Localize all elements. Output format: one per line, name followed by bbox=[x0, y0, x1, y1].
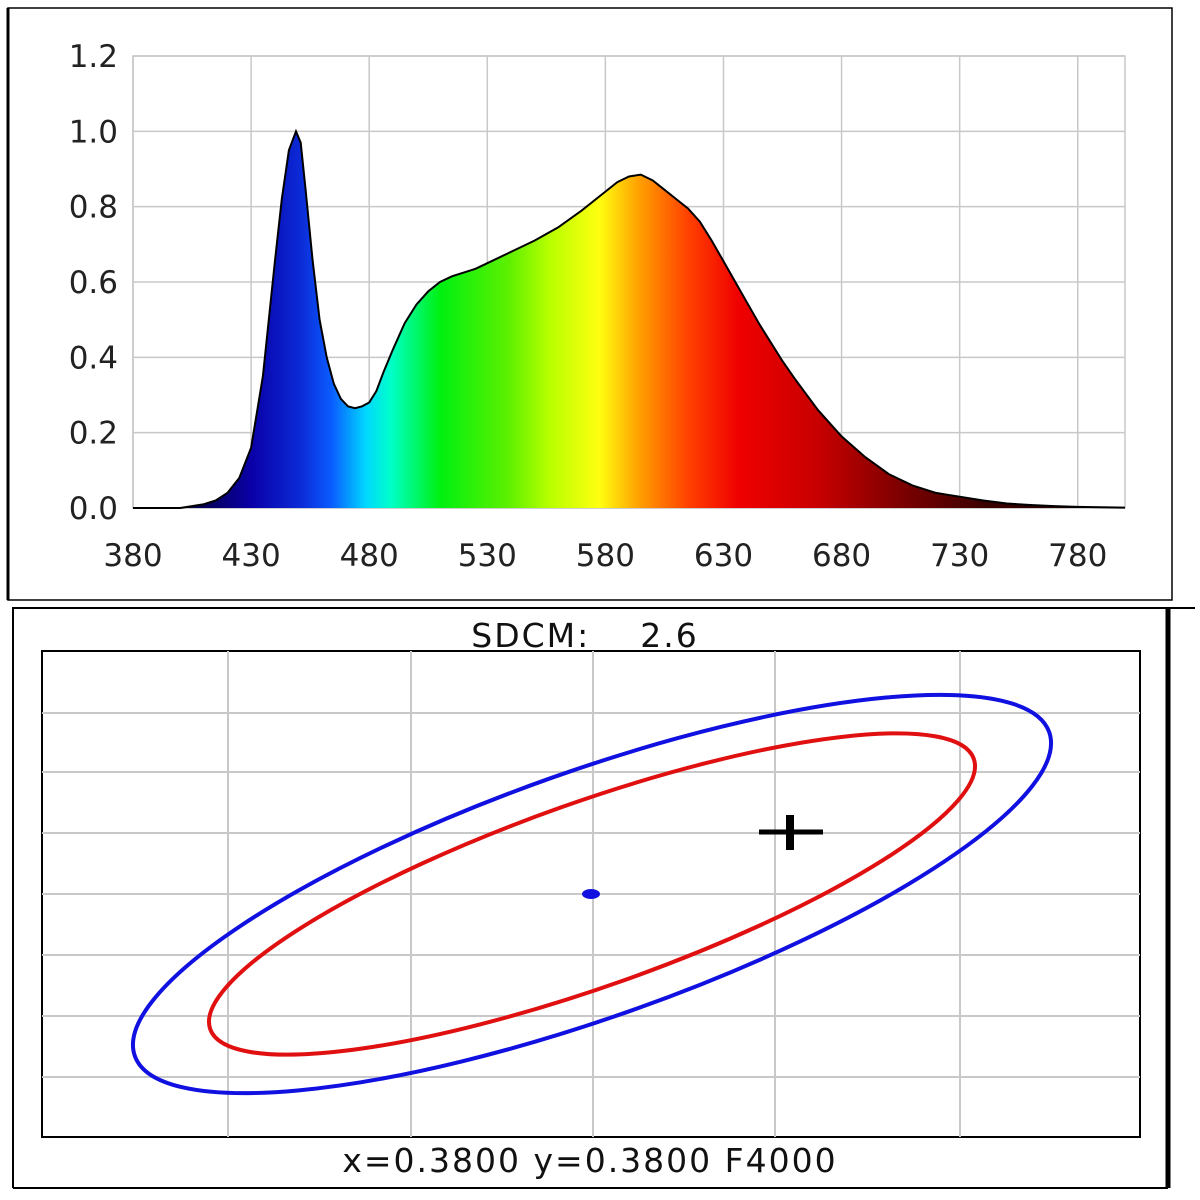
sdcm-title: SDCM: 2.6 bbox=[471, 616, 698, 655]
x-tick-label: 780 bbox=[1048, 538, 1107, 574]
x-tick-label: 480 bbox=[340, 538, 399, 574]
y-tick-label: 0.8 bbox=[69, 190, 118, 226]
sdcm-coordinates-label: x=0.3800 y=0.3800 F4000 bbox=[342, 1141, 837, 1180]
y-tick-label: 1.2 bbox=[69, 39, 118, 75]
x-tick-label: 580 bbox=[576, 538, 635, 574]
inner-ellipse bbox=[206, 731, 978, 1057]
y-axis-ticks: 0.0 0.2 0.4 0.6 0.8 1.0 1.2 bbox=[69, 39, 118, 527]
x-tick-label: 680 bbox=[812, 538, 871, 574]
spectrum-chart: 0.0 0.2 0.4 0.6 0.8 1.0 1.2 380 430 480 530 580 630… bbox=[6, 7, 1173, 601]
y-tick-label: 0.0 bbox=[69, 491, 118, 527]
spectrum-area bbox=[133, 131, 1125, 509]
spectrum-panel: 0.0 0.2 0.4 0.6 0.8 1.0 1.2 380 430 480 530 580 630… bbox=[6, 7, 1173, 601]
sdcm-chart: SDCM: 2.6 x=0.3800 y=0.3800 F4000 bbox=[12, 607, 1195, 1189]
spectrum-baseline bbox=[133, 128, 1126, 509]
outer-ellipse bbox=[130, 692, 1054, 1096]
x-tick-label: 430 bbox=[222, 538, 281, 574]
x-tick-label: 530 bbox=[458, 538, 517, 574]
y-tick-label: 1.0 bbox=[69, 114, 118, 150]
x-axis-ticks: 380 430 480 530 580 630 680 730 780 bbox=[103, 538, 1107, 574]
y-tick-label: 0.4 bbox=[69, 340, 118, 376]
y-tick-label: 0.2 bbox=[69, 416, 118, 452]
x-tick-label: 730 bbox=[930, 538, 989, 574]
measured-point-marker bbox=[759, 815, 823, 850]
x-tick-label: 380 bbox=[103, 538, 162, 574]
y-tick-label: 0.6 bbox=[69, 265, 118, 301]
center-point bbox=[582, 889, 600, 899]
x-tick-label: 630 bbox=[694, 538, 753, 574]
sdcm-grid bbox=[42, 651, 1140, 1137]
sdcm-panel: SDCM: 2.6 x=0.3800 y=0.3800 F4000 bbox=[0, 605, 1200, 1200]
